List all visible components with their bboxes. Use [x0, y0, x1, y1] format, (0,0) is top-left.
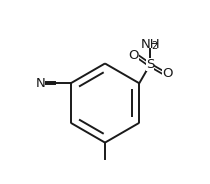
Text: S: S — [146, 59, 154, 71]
Text: O: O — [128, 49, 139, 62]
Text: O: O — [162, 67, 173, 80]
Text: NH: NH — [140, 38, 160, 51]
Text: 2: 2 — [151, 41, 158, 51]
Text: N: N — [35, 77, 45, 90]
